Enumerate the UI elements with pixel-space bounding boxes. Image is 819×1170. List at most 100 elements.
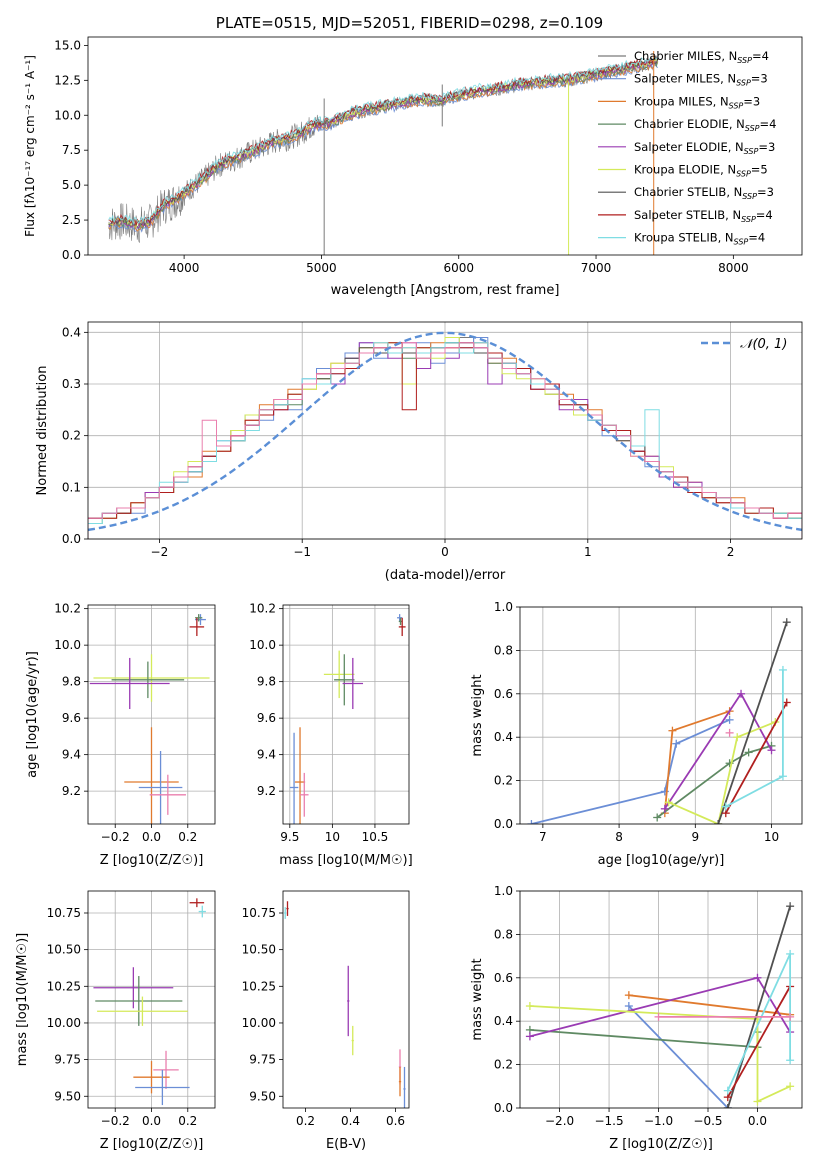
legend-subscript: SSP	[742, 192, 757, 201]
x-tick-label: 8	[615, 830, 623, 844]
x-tick-label: 1	[584, 545, 592, 559]
legend-text-end: =4	[748, 231, 765, 245]
x-axis-label: wavelength [Angstrom, rest frame]	[331, 283, 560, 298]
y-tick-label: 10.25	[242, 979, 276, 993]
x-tick-label: −1.5	[594, 1114, 623, 1128]
age_vs_mass-panel: 9.5 10 10.5 9.2 9.4 9.6 9.8 10.0 10.2 mass [log10…	[249, 602, 412, 868]
legend-entry: Salpeter ELODIE, NSSP=3	[634, 140, 775, 156]
legend-entry: Chabrier ELODIE, NSSP=4	[634, 117, 776, 133]
x-axis-label: Z [log10(Z/Z☉)]	[100, 1137, 204, 1152]
y-tick-label: 9.6	[62, 711, 81, 725]
x-tick-label: 0.0	[142, 830, 161, 844]
x-axis-label: Z [log10(Z/Z☉)]	[100, 853, 204, 868]
y-tick-label: 12.5	[54, 73, 81, 87]
y-axis-label: Flux [fλ10⁻¹⁷ erg cm⁻² s⁻¹ A⁻¹]	[23, 55, 37, 237]
weight-line	[529, 1029, 759, 1049]
y-tick-label: 10.75	[242, 906, 276, 920]
legend-subscript: SSP	[741, 215, 756, 224]
legend-text: Kroupa ELODIE, N	[634, 163, 736, 177]
y-tick-label: 0.8	[494, 643, 513, 657]
weight-line	[726, 953, 791, 1091]
x-tick-label: 0.4	[341, 1114, 360, 1128]
y-tick-label: 9.4	[257, 748, 276, 762]
x-tick-label: 2	[727, 545, 735, 559]
y-tick-label: 0.6	[494, 971, 513, 985]
spectrum-model-line	[108, 56, 659, 226]
y-tick-label: 10.50	[47, 943, 81, 957]
legend-subscript: SSP	[736, 79, 751, 88]
x-axis-label: mass [log10(M/M☉)]	[279, 853, 412, 868]
weight-line	[727, 986, 791, 1098]
legend-entry: 𝒩(0, 1)	[740, 337, 787, 352]
legend-text-end: =3	[751, 72, 768, 86]
legend-text: Chabrier STELIB, N	[634, 185, 742, 199]
weight-line	[725, 702, 788, 814]
y-tick-label: 7.5	[62, 143, 81, 157]
x-axis-label: (data-model)/error	[385, 568, 506, 583]
y-tick-label: 9.6	[257, 711, 276, 725]
y-tick-label: 10.00	[242, 1016, 276, 1030]
x-tick-label: 5000	[306, 261, 337, 275]
y-tick-label: 9.75	[249, 1053, 276, 1067]
axes-frame	[519, 606, 803, 825]
weight-line	[656, 745, 772, 819]
x-tick-label: −1.0	[644, 1114, 673, 1128]
x-tick-label: 0.2	[296, 1114, 315, 1128]
legend-subscript: SSP	[736, 170, 751, 179]
x-tick-label: 0.2	[178, 1114, 197, 1128]
y-tick-label: 9.2	[62, 784, 81, 798]
x-tick-label: 0.6	[386, 1114, 405, 1128]
y-tick-label: 0.4	[494, 1014, 513, 1028]
y-tick-label: 0.4	[62, 325, 81, 339]
axes-frame	[282, 890, 410, 1109]
mass_vs_EBV-panel: 0.2 0.4 0.6 9.50 9.75 10.00 10.25 10.50 10.75 E(B…	[242, 890, 410, 1152]
legend-entry: Chabrier MILES, NSSP=4	[634, 49, 769, 65]
weight-line	[628, 1005, 729, 1108]
y-axis-label: Normed distribution	[35, 366, 50, 496]
x-tick-label: 9.5	[280, 830, 299, 844]
y-tick-label: 0.2	[494, 774, 513, 788]
y-tick-label: 1.0	[494, 600, 513, 614]
age_vs_Z-plot-area	[89, 614, 210, 824]
x-tick-label: 10.5	[362, 830, 389, 844]
y-tick-label: 2.5	[62, 213, 81, 227]
mass_vs_Z-panel: −0.2 0.0 0.2 9.50 9.75 10.00 10.25 10.50 10.75 Z …	[15, 890, 216, 1152]
spectrum-model-line	[108, 57, 659, 226]
x-tick-label: −2	[151, 545, 169, 559]
y-tick-label: 0.0	[62, 248, 81, 262]
spectrum-data-line	[108, 55, 659, 243]
age_vs_mass-plot-area	[289, 614, 406, 824]
x-tick-label: 0.0	[142, 1114, 161, 1128]
legend-text-end: =3	[757, 185, 774, 199]
weight_vs_Z-panel: −2.0 −1.5 −1.0 −0.5 0.0 0.0 0.2 0.4 0.6 0.8 1.0 Z […	[470, 884, 803, 1152]
y-tick-label: 9.2	[257, 784, 276, 798]
y-tick-label: 10.0	[249, 638, 276, 652]
weight-line	[725, 669, 784, 808]
y-axis-label: age [log10(age/yr)]	[25, 651, 40, 778]
y-tick-label: 9.50	[249, 1089, 276, 1103]
x-tick-label: 4000	[169, 261, 200, 275]
mass_vs_Z-plot-area	[93, 898, 206, 1106]
weight-line	[529, 1005, 791, 1103]
y-tick-label: 0.2	[494, 1058, 513, 1072]
legend-entry: Kroupa MILES, NSSP=3	[634, 94, 760, 110]
normal-curve	[88, 331, 802, 532]
legend-entry: Salpeter MILES, NSSP=3	[634, 72, 768, 88]
axes-frame	[87, 36, 803, 256]
y-tick-label: 10.2	[249, 602, 276, 616]
legend-text: Salpeter MILES, N	[634, 72, 736, 86]
spectrum-model-line	[108, 55, 659, 227]
y-tick-label: 0.0	[494, 817, 513, 831]
x-tick-label: −0.2	[101, 830, 130, 844]
y-tick-label: 9.8	[257, 675, 276, 689]
spectrum-model-line	[108, 59, 659, 230]
x-tick-label: −0.2	[101, 1114, 130, 1128]
x-tick-label: −2.0	[545, 1114, 574, 1128]
spectrum-model-line	[108, 60, 659, 229]
y-tick-label: 0.0	[494, 1101, 513, 1115]
y-tick-label: 9.50	[54, 1089, 81, 1103]
x-tick-label: 0	[441, 545, 449, 559]
weight-line	[668, 721, 776, 824]
x-axis-label: age [log10(age/yr)]	[598, 853, 725, 868]
